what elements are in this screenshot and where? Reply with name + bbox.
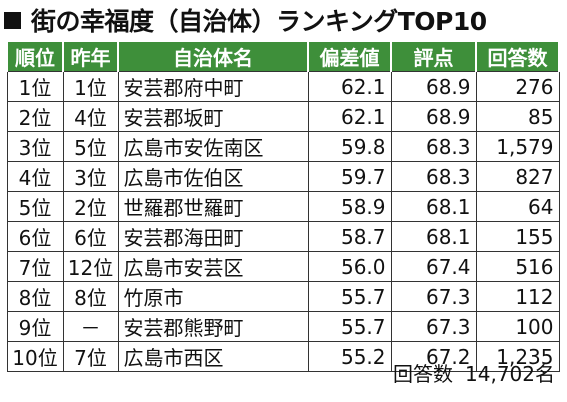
table-header-row: 順位 昨年 自治体名 偏差値 評点 回答数 [6, 40, 560, 72]
table-row: 6位 6位 安芸郡海田町 58.7 68.1 155 [6, 221, 560, 252]
cell-rank: 3位 [6, 131, 64, 162]
cell-rank: 9位 [6, 311, 64, 342]
cell-municipality: 安芸郡坂町 [117, 101, 309, 132]
cell-deviation: 59.7 [307, 161, 392, 192]
cell-rank: 1位 [6, 71, 64, 102]
cell-municipality: 安芸郡海田町 [117, 221, 309, 252]
cell-last-year: 12位 [62, 251, 119, 282]
cell-deviation: 62.1 [307, 101, 392, 132]
cell-score: 68.9 [390, 101, 477, 132]
cell-score: 67.2 [390, 341, 477, 372]
cell-last-year: 7位 [62, 341, 119, 372]
cell-municipality: 広島市安芸区 [117, 251, 309, 282]
cell-rank: 10位 [6, 341, 64, 372]
cell-responses: 85 [475, 101, 560, 132]
cell-score: 67.4 [390, 251, 477, 282]
cell-score: 68.1 [390, 191, 477, 222]
cell-score: 68.3 [390, 131, 477, 162]
cell-last-year: 5位 [62, 131, 119, 162]
table-row: 1位 1位 安芸郡府中町 62.1 68.9 276 [6, 71, 560, 102]
cell-last-year: 4位 [62, 101, 119, 132]
cell-responses: 827 [475, 161, 560, 192]
cell-responses: 112 [475, 281, 560, 312]
cell-rank: 5位 [6, 191, 64, 222]
cell-score: 67.3 [390, 311, 477, 342]
cell-last-year: 2位 [62, 191, 119, 222]
cell-rank: 2位 [6, 101, 64, 132]
cell-score: 67.3 [390, 281, 477, 312]
header-responses: 回答数 [475, 40, 560, 72]
cell-municipality: 広島市西区 [117, 341, 309, 372]
cell-responses: 1,579 [475, 131, 560, 162]
cell-responses: 100 [475, 311, 560, 342]
header-municipality: 自治体名 [117, 40, 309, 72]
cell-responses: 155 [475, 221, 560, 252]
cell-deviation: 62.1 [307, 71, 392, 102]
header-score: 評点 [390, 40, 477, 72]
table-row: 7位 12位 広島市安芸区 56.0 67.4 516 [6, 251, 560, 282]
cell-deviation: 55.7 [307, 311, 392, 342]
table-row: 10位 7位 広島市西区 55.2 67.2 1,235 [6, 341, 560, 372]
cell-deviation: 55.2 [307, 341, 392, 372]
cell-municipality: 安芸郡熊野町 [117, 311, 309, 342]
cell-deviation: 58.9 [307, 191, 392, 222]
cell-municipality: 安芸郡府中町 [117, 71, 309, 102]
cell-municipality: 広島市安佐南区 [117, 131, 309, 162]
cell-last-year: 8位 [62, 281, 119, 312]
cell-last-year: 1位 [62, 71, 119, 102]
cell-responses: 64 [475, 191, 560, 222]
cell-deviation: 59.8 [307, 131, 392, 162]
total-responses: 回答数 14,702名 [393, 358, 555, 387]
page-title-text: 街の幸福度（自治体）ランキングTOP10 [31, 7, 487, 36]
table-row: 8位 8位 竹原市 55.7 67.3 112 [6, 281, 560, 312]
ranking-table: 順位 昨年 自治体名 偏差値 評点 回答数 1位 1位 安芸郡府中町 62.1 … [6, 40, 560, 372]
cell-last-year: － [62, 311, 119, 342]
total-responses-label: 回答数 [393, 362, 454, 386]
table-row: 2位 4位 安芸郡坂町 62.1 68.9 85 [6, 101, 560, 132]
cell-score: 68.3 [390, 161, 477, 192]
cell-municipality: 世羅郡世羅町 [117, 191, 309, 222]
table-row: 5位 2位 世羅郡世羅町 58.9 68.1 64 [6, 191, 560, 222]
header-last-year: 昨年 [62, 40, 119, 72]
cell-rank: 7位 [6, 251, 64, 282]
cell-score: 68.1 [390, 221, 477, 252]
total-responses-value: 14,702名 [465, 362, 555, 386]
cell-deviation: 56.0 [307, 251, 392, 282]
cell-deviation: 58.7 [307, 221, 392, 252]
cell-deviation: 55.7 [307, 281, 392, 312]
table-row: 9位 － 安芸郡熊野町 55.7 67.3 100 [6, 311, 560, 342]
cell-responses: 1,235 [475, 341, 560, 372]
cell-score: 68.9 [390, 71, 477, 102]
cell-municipality: 広島市佐伯区 [117, 161, 309, 192]
header-deviation: 偏差値 [307, 40, 392, 72]
page-title: 街の幸福度（自治体）ランキングTOP10 [4, 2, 487, 38]
table-row: 4位 3位 広島市佐伯区 59.7 68.3 827 [6, 161, 560, 192]
cell-municipality: 竹原市 [117, 281, 309, 312]
cell-last-year: 3位 [62, 161, 119, 192]
cell-last-year: 6位 [62, 221, 119, 252]
cell-rank: 4位 [6, 161, 64, 192]
cell-rank: 8位 [6, 281, 64, 312]
table-row: 3位 5位 広島市安佐南区 59.8 68.3 1,579 [6, 131, 560, 162]
cell-responses: 516 [475, 251, 560, 282]
cell-rank: 6位 [6, 221, 64, 252]
header-rank: 順位 [6, 40, 64, 72]
square-bullet-icon [4, 11, 21, 29]
cell-responses: 276 [475, 71, 560, 102]
